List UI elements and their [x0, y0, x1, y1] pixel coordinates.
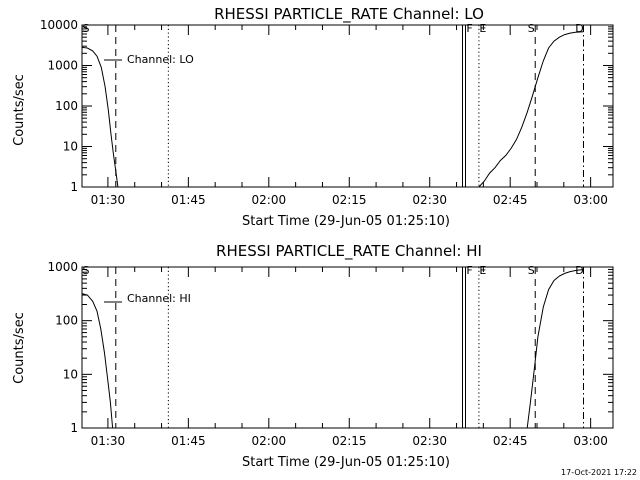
lo-marker-label: S: [83, 22, 90, 35]
panel-lo-legend-label: Channel: LO: [127, 53, 194, 66]
lo-marker-label: F: [466, 22, 472, 35]
lo-ytick-label: 10000: [40, 18, 78, 32]
panel-hi-legend-label: Channel: HI: [127, 292, 191, 305]
hi-marker-label: S: [83, 264, 90, 277]
panel-hi-title: RHESSI PARTICLE_RATE Channel: HI: [216, 242, 482, 261]
lo-xtick-label: 01:45: [171, 193, 206, 207]
panel-lo-ylabel: Counts/sec: [12, 74, 27, 146]
hi-xtick-label: 01:30: [91, 434, 126, 448]
hi-xtick-label: 02:15: [332, 434, 367, 448]
hi-xtick-label: 02:00: [252, 434, 287, 448]
hi-xtick-label: 03:00: [573, 434, 608, 448]
lo-ytick-label: 10: [63, 140, 78, 154]
lo-xtick-label: 02:15: [332, 193, 367, 207]
hi-xtick-label: 01:45: [171, 434, 206, 448]
hi-marker-label: F: [466, 264, 472, 277]
hi-axes-frame: [81, 266, 614, 429]
panel-lo: 1 10 100 1000 10000 01:30 01:45 02:00 02:15 02:30…: [40, 18, 614, 207]
lo-series-line: [81, 46, 119, 188]
lo-xtick-label: 02:30: [412, 193, 447, 207]
hi-ytick-label: 10: [63, 367, 78, 381]
lo-xtick-label: 01:30: [91, 193, 126, 207]
hi-marker-label: S: [528, 264, 535, 277]
panel-lo-xlabel: Start Time (29-Jun-05 01:25:10): [242, 214, 450, 229]
hi-ytick-label: 1: [70, 421, 78, 435]
hi-xtick-label: 02:30: [412, 434, 447, 448]
panel-hi: 1 10 100 1000 01:30 01:45 02:00 02:15 02:30 02:45…: [47, 260, 614, 448]
hi-marker-label: E: [479, 264, 486, 277]
lo-xtick-label: 02:00: [252, 193, 287, 207]
lo-xtick-label: 03:00: [573, 193, 608, 207]
hi-series-line: [81, 293, 114, 429]
footer-timestamp: 17-Oct-2021 17:22: [561, 468, 637, 477]
panel-hi-xlabel: Start Time (29-Jun-05 01:25:10): [242, 455, 450, 470]
panel-lo-title: RHESSI PARTICLE_RATE Channel: LO: [214, 5, 484, 24]
lo-ytick-label: 100: [55, 99, 78, 113]
lo-marker-label: D: [575, 22, 583, 35]
lo-ytick-label: 1000: [47, 59, 78, 73]
hi-xtick-label: 02:45: [493, 434, 528, 448]
hi-ytick-label: 1000: [47, 260, 78, 274]
hi-ytick-label: 100: [55, 314, 78, 328]
lo-marker-label: E: [479, 22, 486, 35]
lo-series-line: [478, 31, 584, 188]
lo-marker-label: S: [528, 22, 535, 35]
lo-ytick-label: 1: [70, 180, 78, 194]
hi-series-line: [526, 269, 584, 429]
panel-hi-ylabel: Counts/sec: [12, 312, 27, 384]
lo-xtick-label: 02:45: [493, 193, 528, 207]
